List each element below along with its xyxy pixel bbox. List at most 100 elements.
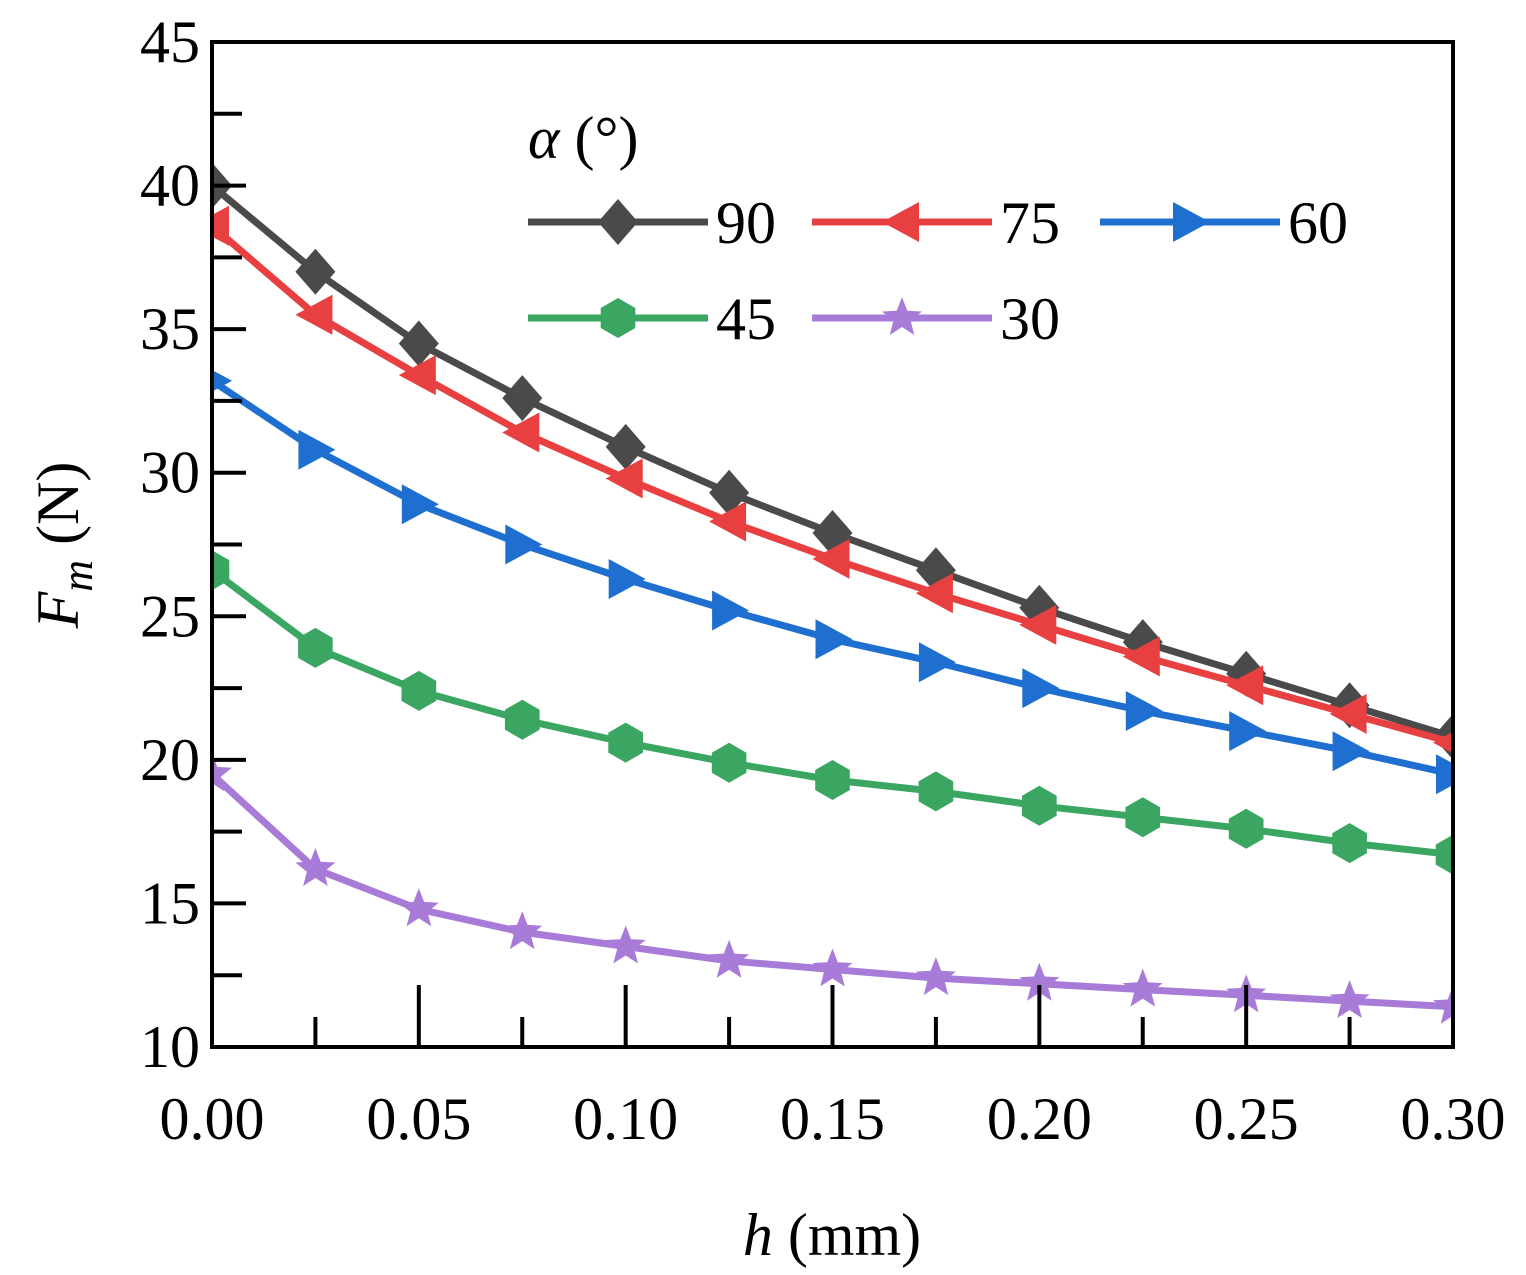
- y-tick-label: 20: [140, 727, 200, 793]
- series-30-point: [398, 888, 439, 927]
- legend-title-unit: (°): [560, 105, 639, 171]
- series-30-point: [502, 911, 543, 950]
- series-75-point: [1019, 604, 1057, 645]
- y-axis-subscript: m: [53, 560, 102, 592]
- series-30-point: [1433, 985, 1453, 1024]
- y-axis-unit: (N): [25, 462, 91, 560]
- series-75-point: [915, 573, 953, 614]
- x-tick-label: 0.05: [366, 1086, 471, 1152]
- legend-entry-75: 75: [812, 190, 1060, 256]
- series-45-point: [1022, 785, 1057, 826]
- series-30-point: [1329, 980, 1370, 1018]
- series-75-point: [1433, 731, 1453, 754]
- series-60-point: [918, 642, 956, 683]
- series-90-point: [502, 375, 543, 422]
- x-axis-title: h (mm): [743, 1202, 921, 1268]
- y-tick-label: 25: [140, 583, 200, 649]
- legend-title: α (°): [528, 105, 638, 171]
- series-60-point: [1332, 731, 1370, 772]
- series-60-point: [1125, 691, 1163, 731]
- series-45-point: [1332, 823, 1367, 864]
- series-45: [212, 550, 1453, 875]
- x-tick-label: 0.00: [160, 1086, 265, 1152]
- x-tick-label: 0.25: [1194, 1086, 1299, 1152]
- x-axis-unit: (mm): [773, 1202, 921, 1268]
- series-75-point: [502, 412, 540, 453]
- series-90-line: [212, 182, 1453, 741]
- plot-layer: [212, 162, 1453, 1024]
- legend-entry-60: 60: [1100, 190, 1348, 256]
- series-45-point: [504, 699, 540, 740]
- legend-swatch-marker: [600, 298, 636, 338]
- series-30-point: [212, 753, 232, 792]
- series-45-point: [298, 627, 333, 668]
- series-75-line: [212, 223, 1453, 746]
- series-45-point: [918, 771, 954, 812]
- series-60-point: [505, 524, 543, 565]
- series-60-point: [298, 429, 336, 470]
- y-tick-label: 35: [140, 296, 200, 362]
- legend-label: 30: [1000, 286, 1060, 352]
- series-30-point: [1122, 968, 1163, 1007]
- series-75-point: [709, 501, 747, 542]
- series-45-point: [815, 760, 850, 800]
- legend-title-variable: α: [528, 105, 561, 171]
- series-45-line: [212, 567, 1453, 859]
- series-60-point: [712, 590, 750, 631]
- series-30-point: [812, 948, 853, 987]
- y-tick-label: 45: [140, 9, 200, 75]
- x-tick-label: 0.15: [780, 1086, 885, 1152]
- series-75-point: [1329, 693, 1367, 734]
- legend: α (°) 90 75 60 45 30: [528, 105, 1348, 352]
- axes-layer: 10 15 20 25 30 35 40 45 0.00 0.05 0.10 0.15 0.20 0.25…: [140, 9, 1506, 1152]
- series-75-point: [398, 355, 436, 396]
- series-90-point: [709, 469, 750, 516]
- legend-swatch-marker: [598, 199, 638, 245]
- y-tick-label: 30: [140, 440, 200, 506]
- series-30-point: [605, 925, 646, 964]
- series-75-point: [812, 538, 850, 579]
- y-tick-label: 40: [140, 153, 200, 219]
- legend-entry-45: 45: [528, 286, 776, 352]
- legend-label: 45: [716, 286, 776, 352]
- y-tick-label: 15: [140, 870, 200, 936]
- series-60-point: [212, 369, 232, 392]
- series-45-point: [401, 670, 437, 711]
- series-45-point: [1125, 797, 1161, 838]
- series-45-point: [711, 742, 747, 783]
- series-45-point: [212, 550, 230, 591]
- legend-swatch-marker: [882, 297, 922, 335]
- y-tick-label: 10: [140, 1014, 200, 1080]
- series-30-point: [295, 848, 336, 886]
- series-90-point: [398, 320, 439, 367]
- legend-entry-30: 30: [812, 286, 1060, 352]
- series-60-point: [815, 619, 853, 660]
- series-60-point: [608, 559, 646, 599]
- series-30-point: [709, 939, 750, 978]
- legend-label: 90: [716, 190, 776, 256]
- series-60-line: [212, 377, 1453, 778]
- series-75-point: [1122, 636, 1160, 677]
- series-45-point: [1228, 808, 1264, 849]
- series-60: [212, 369, 1453, 795]
- series-75-point: [295, 294, 333, 335]
- series-60-point: [1436, 754, 1453, 795]
- x-tick-label: 0.20: [987, 1086, 1092, 1152]
- x-tick-label: 0.30: [1401, 1086, 1506, 1152]
- series-75-point: [212, 205, 229, 246]
- series-75-point: [605, 458, 643, 499]
- series-60-point: [1229, 711, 1267, 752]
- x-tick-label: 0.10: [573, 1086, 678, 1152]
- series-90-point: [605, 423, 646, 470]
- series-30-point: [915, 957, 956, 996]
- legend-entry-90: 90: [528, 190, 776, 256]
- series-group: [212, 162, 1453, 1024]
- series-75: [212, 205, 1453, 754]
- x-axis-variable: h: [743, 1202, 773, 1268]
- series-90: [212, 162, 1453, 760]
- legend-swatch-marker: [1173, 202, 1210, 242]
- series-75-point: [1226, 665, 1264, 706]
- series-60-point: [1022, 668, 1060, 709]
- legend-label: 75: [1000, 190, 1060, 256]
